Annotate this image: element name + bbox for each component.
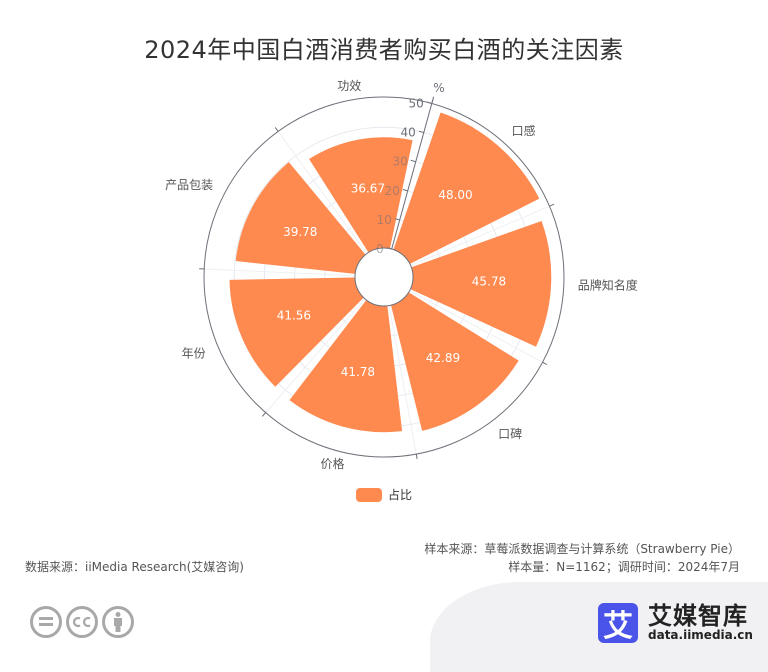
brand-logo-icon: 艾 — [598, 603, 638, 643]
category-label: 年份 — [182, 346, 206, 360]
category-label: 品牌知名度 — [578, 278, 638, 293]
inner-circle — [355, 248, 413, 306]
radial-tick — [411, 160, 416, 161]
data-source-note: 数据来源：iiMedia Research(艾媒咨询) — [25, 558, 244, 575]
sample-source-note: 样本来源：草莓派数据调查与计算系统（Strawberry Pie） — [424, 540, 740, 557]
angle-tick — [416, 454, 417, 459]
category-label: 口碑 — [498, 426, 522, 441]
angle-tick — [543, 362, 547, 364]
person-icon — [102, 606, 134, 638]
value-label: 48.00 — [438, 188, 472, 202]
value-label: 45.78 — [472, 275, 506, 289]
value-label: 42.89 — [426, 351, 460, 365]
radial-tick-label: 0 — [376, 242, 384, 256]
brand[interactable]: 艾 艾媒智库 data.iimedia.cn — [598, 603, 753, 643]
angle-tick — [549, 204, 554, 206]
license-icons — [30, 606, 134, 638]
category-label: 功效 — [337, 78, 361, 93]
radial-axis-name: % — [433, 81, 444, 95]
legend-label: 占比 — [388, 486, 412, 503]
category-label: 口感 — [512, 123, 536, 138]
radial-tick-label: 10 — [376, 213, 391, 227]
radial-tick — [427, 102, 432, 103]
value-label: 41.78 — [341, 365, 375, 379]
cc-icon — [66, 606, 98, 638]
value-label: 41.56 — [277, 309, 311, 323]
sample-size-note: 样本量：N=1162；调研时间：2024年7月 — [508, 558, 740, 575]
value-label: 39.78 — [283, 225, 317, 239]
angle-tick — [275, 127, 278, 131]
radial-tick — [419, 131, 424, 132]
radial-tick-label: 50 — [409, 96, 424, 110]
radial-tick-label: 30 — [392, 155, 407, 169]
angle-tick — [262, 413, 265, 417]
radial-tick-label: 20 — [384, 184, 399, 198]
brand-name: 艾媒智库 — [648, 604, 753, 628]
polar-bar-chart: 48.00 45.78 42.89 41.78 41.56 39.78 36.67 口感品牌知… — [0, 0, 768, 520]
category-label: 产品包装 — [165, 178, 213, 192]
legend-swatch — [356, 488, 382, 502]
radial-tick-label: 40 — [400, 126, 415, 140]
legend[interactable]: 占比 — [356, 486, 412, 503]
radial-tick — [403, 189, 408, 190]
equals-icon — [30, 606, 62, 638]
category-label: 价格 — [320, 456, 344, 471]
brand-url: data.iimedia.cn — [648, 628, 753, 642]
value-label: 36.67 — [351, 182, 385, 196]
